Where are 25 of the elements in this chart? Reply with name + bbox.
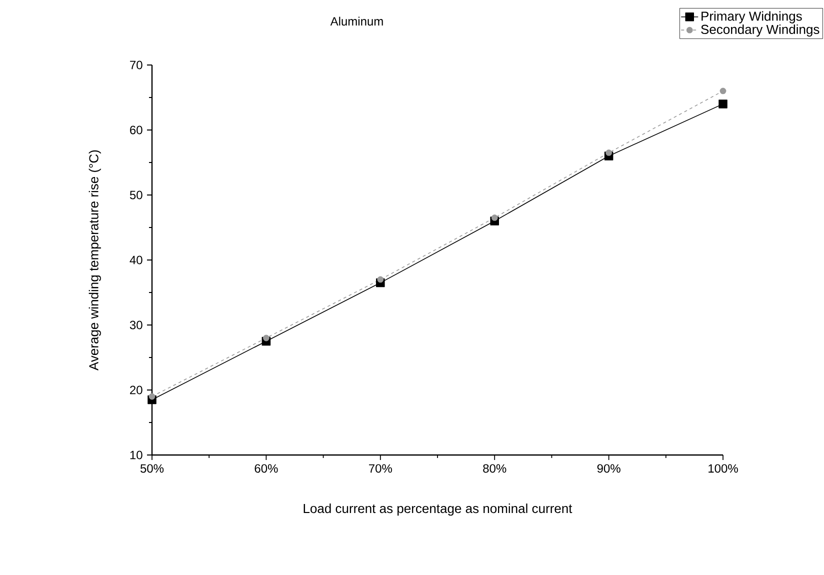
legend-label: Secondary Windings [701, 24, 820, 37]
y-tick-label: 10 [130, 450, 142, 460]
point [491, 214, 498, 221]
point [606, 150, 612, 156]
point [377, 276, 384, 283]
x-tick-label: 100% [708, 464, 738, 473]
x-tick-label: 60% [254, 464, 278, 473]
x-tick-label: 50% [140, 464, 164, 473]
point [720, 88, 726, 94]
legend-label: Primary Widnings [702, 11, 802, 24]
chart-title: Aluminum [330, 16, 383, 26]
y-tick-label: 40 [130, 256, 142, 264]
x-tick-label: 80% [483, 464, 506, 473]
x-tick-label: 90% [597, 464, 620, 473]
y-tick-label: 20 [130, 386, 142, 394]
point [718, 100, 728, 108]
point [148, 393, 156, 400]
y-axis-title: Average winding temperature rise (°C) [88, 150, 101, 370]
point [263, 334, 270, 342]
y-tick-label: 60 [130, 126, 142, 134]
y-tick-label: 30 [130, 320, 142, 330]
x-tick-label: 70% [369, 464, 392, 473]
x-axis-title: Load current as percentage as nominal current [304, 504, 572, 516]
y-tick-label: 50 [130, 190, 142, 200]
y-tick-label: 70 [130, 60, 142, 70]
